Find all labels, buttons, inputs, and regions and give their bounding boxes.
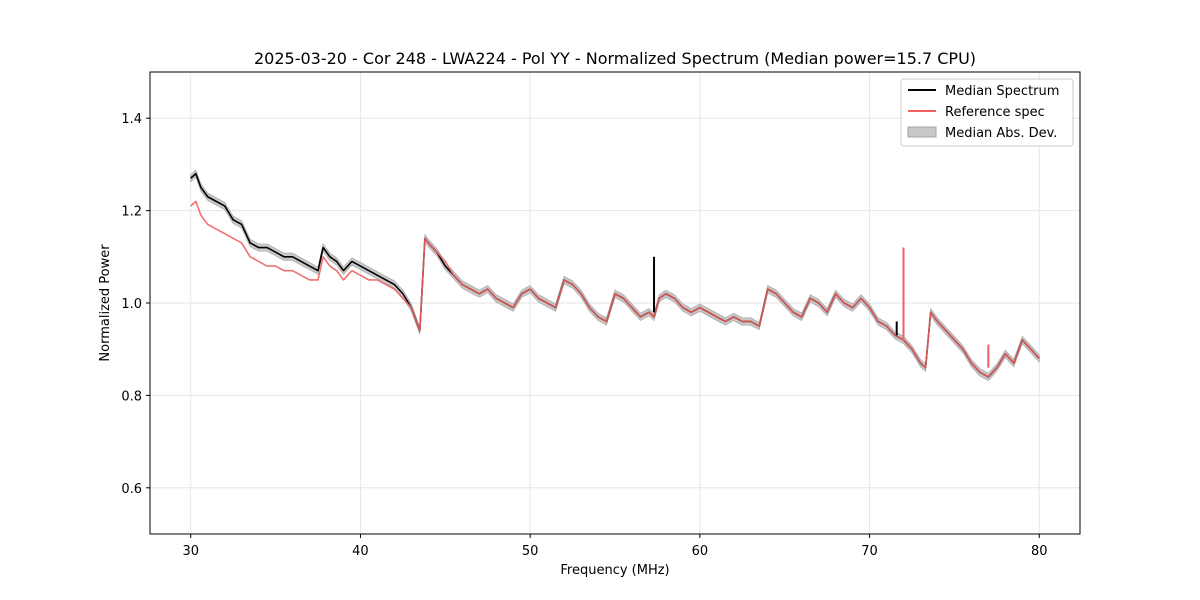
x-tick-label: 40 xyxy=(352,544,369,559)
legend-reference-label: Reference spec xyxy=(945,105,1045,120)
x-tick-label: 50 xyxy=(522,544,539,559)
legend: Median Spectrum Reference spec Median Ab… xyxy=(900,78,1074,147)
legend-mad-swatch xyxy=(907,126,937,138)
mad-band-layer xyxy=(190,169,1040,381)
legend-mad-label: Median Abs. Dev. xyxy=(945,126,1057,141)
y-tick-label: 1.0 xyxy=(121,297,142,312)
y-tick-label: 0.8 xyxy=(121,389,142,404)
y-tick-label: 0.6 xyxy=(121,482,142,497)
x-axis-ticks: 30 40 50 60 70 80 xyxy=(182,534,1048,559)
y-axis-label: Normalized Power xyxy=(98,244,113,362)
legend-box xyxy=(900,78,1074,147)
x-tick-label: 60 xyxy=(692,544,709,559)
mad-band xyxy=(190,169,1040,381)
chart-title: 2025-03-20 - Cor 248 - LWA224 - Pol YY -… xyxy=(254,49,976,68)
spike-layer xyxy=(653,247,990,368)
reference-spectrum-line xyxy=(190,200,1040,378)
y-tick-label: 1.2 xyxy=(121,205,142,220)
legend-median-label: Median Spectrum xyxy=(945,84,1059,99)
y-axis-ticks: 0.6 0.8 1.0 1.2 1.4 xyxy=(121,112,150,497)
x-tick-label: 30 xyxy=(182,544,199,559)
x-axis-label: Frequency (MHz) xyxy=(560,563,669,578)
reference-series-layer xyxy=(190,200,1040,378)
x-tick-label: 70 xyxy=(861,544,878,559)
x-tick-label: 80 xyxy=(1031,544,1048,559)
y-tick-label: 1.4 xyxy=(121,112,142,127)
